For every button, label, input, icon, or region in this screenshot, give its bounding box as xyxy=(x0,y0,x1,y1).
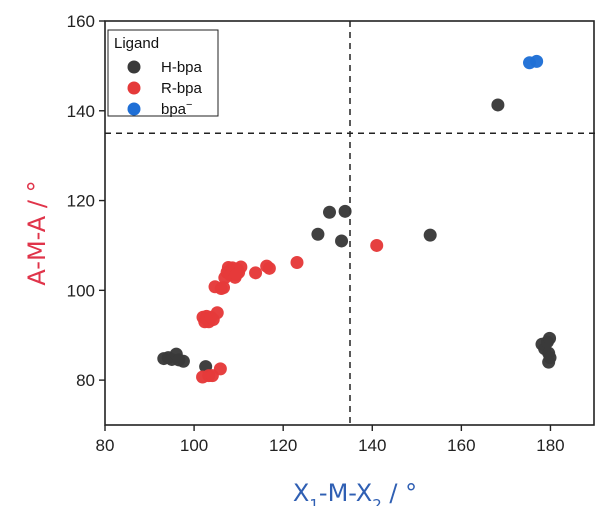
legend-label: R-bpa xyxy=(161,80,203,97)
point-h-bpa xyxy=(311,227,325,241)
x-axis-title-tail: / ° xyxy=(382,479,417,506)
point-r-bpa xyxy=(249,266,263,280)
x-axis-title-main: X xyxy=(293,479,309,506)
x-tick-label: 100 xyxy=(180,436,208,455)
y-axis-ticks: 80 100 120 140 160 xyxy=(67,12,105,390)
legend-label: bpa− xyxy=(161,99,192,118)
y-axis-title: A-M-A / ° xyxy=(23,180,51,285)
y-tick-label: 140 xyxy=(67,102,95,121)
point-r-bpa xyxy=(216,281,230,295)
point-h-bpa xyxy=(176,354,190,368)
point-h-bpa xyxy=(423,228,437,242)
point-h-bpa xyxy=(335,234,349,248)
data-points xyxy=(157,54,557,384)
point-r-bpa xyxy=(210,306,224,320)
point-r-bpa xyxy=(370,238,384,252)
legend-marker xyxy=(127,81,141,95)
point-r-bpa xyxy=(213,362,227,376)
x-tick-label: 120 xyxy=(269,436,297,455)
legend-marker xyxy=(127,102,141,116)
x-tick-label: 80 xyxy=(96,436,115,455)
plot-frame xyxy=(104,20,595,426)
y-tick-label: 80 xyxy=(76,371,95,390)
y-tick-label: 120 xyxy=(67,192,95,211)
reference-lines xyxy=(105,21,595,425)
x-axis-ticks: 80 100 120 140 160 180 xyxy=(96,425,565,455)
point-bpa xyxy=(530,54,544,68)
point-h-bpa xyxy=(542,355,556,369)
legend-marker xyxy=(127,60,141,74)
y-tick-label: 100 xyxy=(67,281,95,300)
x-axis-title: X1-M-X2 / ° xyxy=(293,479,417,506)
point-h-bpa xyxy=(323,205,337,219)
y-tick-label: 160 xyxy=(67,12,95,31)
point-r-bpa xyxy=(229,268,243,282)
x-axis-title-sub2: 2 xyxy=(372,496,382,506)
legend-label: H-bpa xyxy=(161,59,203,76)
legend-title: Ligand xyxy=(114,35,159,52)
point-h-bpa xyxy=(491,98,505,112)
legend: Ligand H-bpa R-bpa bpa− xyxy=(107,29,219,118)
x-tick-label: 180 xyxy=(536,436,564,455)
x-axis-title-mid: -M-X xyxy=(319,479,372,506)
x-axis-title-sub1: 1 xyxy=(309,496,319,506)
legend-entries: H-bpa R-bpa bpa− xyxy=(127,59,203,118)
point-h-bpa xyxy=(543,331,557,345)
legend-box xyxy=(107,29,219,117)
point-r-bpa xyxy=(262,261,276,275)
point-r-bpa xyxy=(290,256,304,270)
x-tick-label: 160 xyxy=(447,436,475,455)
point-h-bpa xyxy=(338,204,352,218)
x-tick-label: 140 xyxy=(358,436,386,455)
